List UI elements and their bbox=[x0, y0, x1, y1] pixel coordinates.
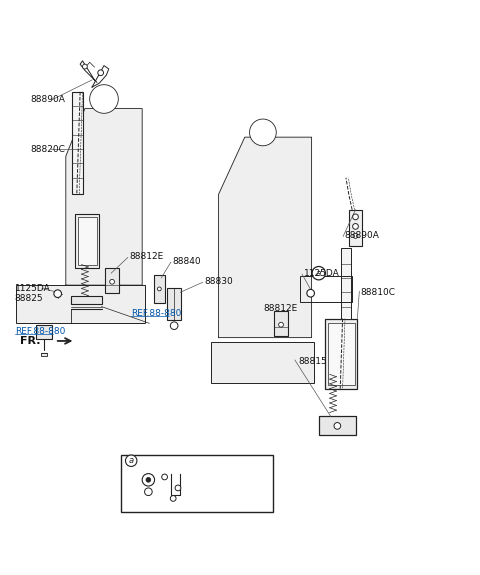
Circle shape bbox=[157, 287, 161, 291]
Bar bbox=[154, 275, 165, 303]
Text: 88890A: 88890A bbox=[30, 95, 65, 105]
Bar bbox=[72, 92, 83, 194]
Text: 88815: 88815 bbox=[298, 357, 327, 366]
Bar bbox=[341, 248, 351, 319]
Bar bbox=[168, 288, 181, 320]
Circle shape bbox=[279, 323, 283, 327]
Text: 88890A: 88890A bbox=[344, 232, 379, 240]
Circle shape bbox=[54, 290, 61, 297]
Circle shape bbox=[110, 279, 115, 284]
Circle shape bbox=[353, 214, 359, 220]
Text: 1125DA: 1125DA bbox=[304, 269, 340, 278]
Text: FR.: FR. bbox=[21, 336, 41, 346]
Circle shape bbox=[334, 423, 341, 429]
Circle shape bbox=[250, 119, 276, 146]
Polygon shape bbox=[66, 109, 142, 285]
Bar bbox=[325, 320, 358, 389]
Circle shape bbox=[83, 64, 87, 69]
Text: 88830: 88830 bbox=[204, 277, 233, 286]
Circle shape bbox=[353, 224, 359, 229]
Text: 88877: 88877 bbox=[154, 457, 183, 466]
Bar bbox=[36, 325, 52, 339]
Bar bbox=[71, 296, 102, 304]
Circle shape bbox=[162, 474, 168, 480]
Text: 1125DA: 1125DA bbox=[15, 284, 50, 293]
Bar bbox=[40, 353, 47, 356]
Bar bbox=[275, 311, 288, 336]
Text: a: a bbox=[316, 269, 322, 278]
Text: 88825: 88825 bbox=[15, 294, 43, 304]
Circle shape bbox=[146, 477, 151, 482]
Bar bbox=[211, 342, 314, 383]
Circle shape bbox=[312, 266, 325, 280]
Bar bbox=[319, 416, 356, 435]
Circle shape bbox=[175, 485, 181, 491]
Text: REF.88-880: REF.88-880 bbox=[15, 327, 65, 336]
Text: 88840: 88840 bbox=[172, 257, 201, 266]
Text: a: a bbox=[129, 456, 134, 465]
Bar bbox=[300, 275, 352, 302]
Text: 88812E: 88812E bbox=[263, 305, 297, 313]
Polygon shape bbox=[218, 137, 312, 338]
Bar bbox=[75, 213, 99, 269]
Circle shape bbox=[307, 289, 314, 297]
Text: REF.88-880: REF.88-880 bbox=[131, 309, 181, 318]
Circle shape bbox=[90, 85, 118, 113]
Text: 88878: 88878 bbox=[214, 475, 242, 484]
Circle shape bbox=[170, 496, 176, 501]
Bar bbox=[106, 269, 119, 293]
Bar bbox=[328, 323, 355, 385]
Circle shape bbox=[125, 455, 137, 466]
Bar bbox=[349, 210, 362, 246]
Bar bbox=[120, 454, 274, 512]
Text: 88812E: 88812E bbox=[129, 252, 164, 261]
Bar bbox=[78, 217, 97, 264]
Circle shape bbox=[142, 474, 155, 486]
Text: 88820C: 88820C bbox=[30, 144, 65, 154]
Circle shape bbox=[144, 488, 152, 496]
Bar bbox=[16, 285, 144, 323]
Text: 88810C: 88810C bbox=[360, 288, 395, 297]
Circle shape bbox=[353, 233, 358, 239]
Circle shape bbox=[170, 322, 178, 329]
Circle shape bbox=[98, 70, 104, 76]
